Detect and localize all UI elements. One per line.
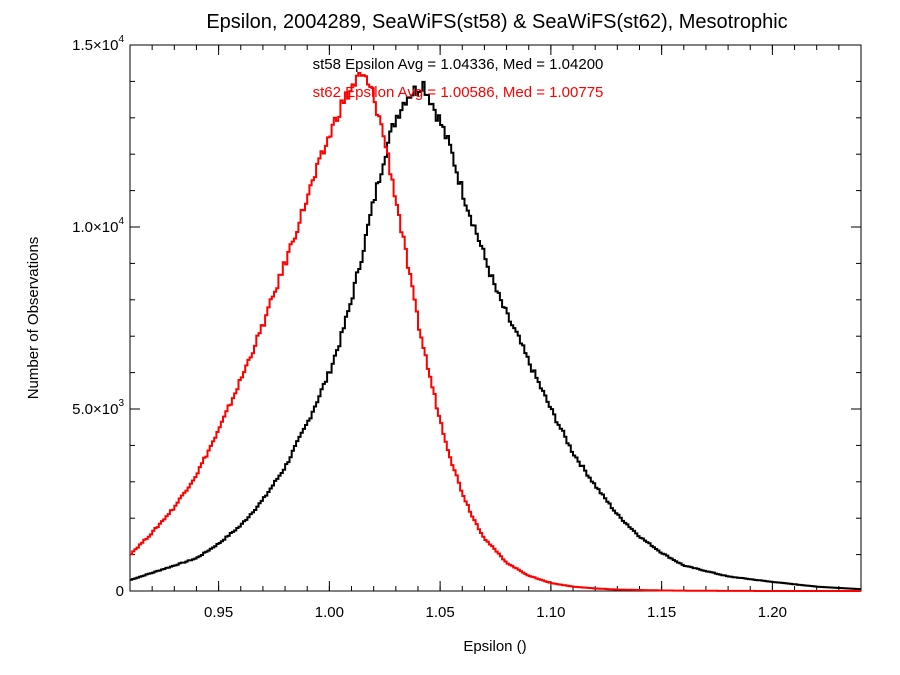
x-tick-label: 1.10 bbox=[536, 604, 565, 621]
series-line-0 bbox=[130, 80, 861, 591]
y-tick-label: 5.0×103 bbox=[72, 398, 124, 418]
x-tick-label: 1.00 bbox=[315, 604, 344, 621]
x-axis-label: Epsilon () bbox=[463, 638, 526, 655]
annotation-st62-stats: st62 Epsilon Avg = 1.00586, Med = 1.0077… bbox=[313, 84, 604, 101]
plot-frame bbox=[129, 44, 862, 592]
annotation-st58-stats: st58 Epsilon Avg = 1.04336, Med = 1.0420… bbox=[313, 56, 604, 73]
y-tick-label: 0 bbox=[116, 583, 124, 600]
y-tick-label: 1.0×104 bbox=[72, 216, 124, 236]
y-tick-label: 1.5×104 bbox=[72, 34, 124, 54]
y-axis-label: Number of Observations bbox=[25, 237, 42, 400]
x-tick-label: 1.20 bbox=[758, 604, 787, 621]
series-line-1 bbox=[130, 71, 861, 592]
x-tick-label: 1.15 bbox=[647, 604, 676, 621]
x-tick-label: 0.95 bbox=[204, 604, 233, 621]
series-layer bbox=[130, 71, 861, 592]
x-tick-label: 1.05 bbox=[426, 604, 455, 621]
axis-ticks bbox=[129, 44, 862, 592]
chart-title: Epsilon, 2004289, SeaWiFS(st58) & SeaWiF… bbox=[206, 11, 787, 33]
tick-labels: 0.95 1.00 1.05 1.10 1.15 1.20 0 5.0×103 1.0×104 1… bbox=[72, 34, 787, 621]
